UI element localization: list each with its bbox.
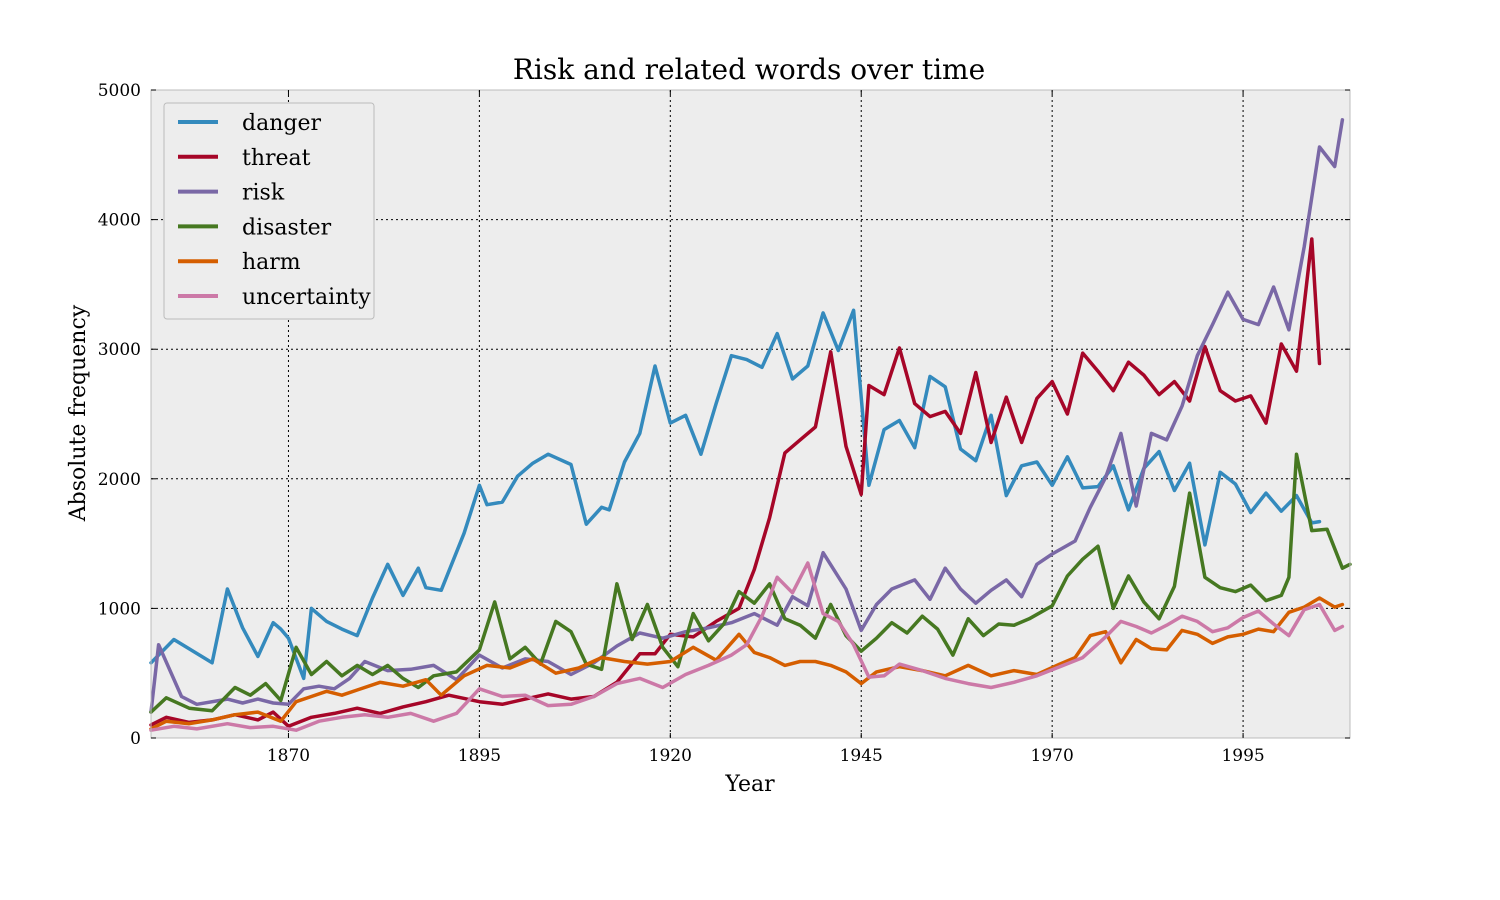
chart-title: Risk and related words over time bbox=[513, 53, 985, 86]
x-axis-label: Year bbox=[724, 772, 775, 797]
x-tick-label: 1920 bbox=[649, 746, 692, 766]
y-axis-label: Absolute frequency bbox=[66, 304, 91, 522]
legend-label-danger: danger bbox=[242, 111, 321, 136]
x-tick-label: 1970 bbox=[1031, 746, 1074, 766]
legend-label-risk: risk bbox=[242, 181, 285, 206]
x-tick-label: 1945 bbox=[840, 746, 883, 766]
legend-label-disaster: disaster bbox=[242, 215, 332, 240]
plot-frame bbox=[150, 89, 1351, 739]
series-line-risk bbox=[149, 118, 1345, 714]
legend: danger threat risk disaster harm uncertainty bbox=[163, 102, 375, 320]
y-tick-label: 4000 bbox=[98, 211, 141, 231]
series-layer bbox=[149, 118, 1352, 732]
series-line-danger bbox=[149, 308, 1322, 681]
y-tick-label: 5000 bbox=[98, 81, 141, 101]
y-tick-label: 3000 bbox=[98, 340, 141, 360]
series-line-uncertainty bbox=[149, 561, 1345, 732]
legend-label-uncertainty: uncertainty bbox=[242, 285, 371, 310]
y-tick-label: 0 bbox=[130, 729, 141, 749]
series-line-harm bbox=[149, 596, 1345, 731]
x-tick-label: 1895 bbox=[458, 746, 501, 766]
legend-label-threat: threat bbox=[242, 146, 311, 171]
series-line-disaster bbox=[149, 452, 1352, 714]
legend-label-harm: harm bbox=[242, 250, 301, 275]
series-line-threat bbox=[149, 237, 1322, 729]
axis-ticks: 1870 1895 1920 1945 1970 1995 0 1000 2000 3000 400… bbox=[98, 81, 1350, 766]
x-tick-label: 1870 bbox=[267, 746, 310, 766]
y-tick-label: 1000 bbox=[98, 599, 141, 619]
y-tick-label: 2000 bbox=[98, 470, 141, 490]
x-tick-label: 1995 bbox=[1221, 746, 1264, 766]
